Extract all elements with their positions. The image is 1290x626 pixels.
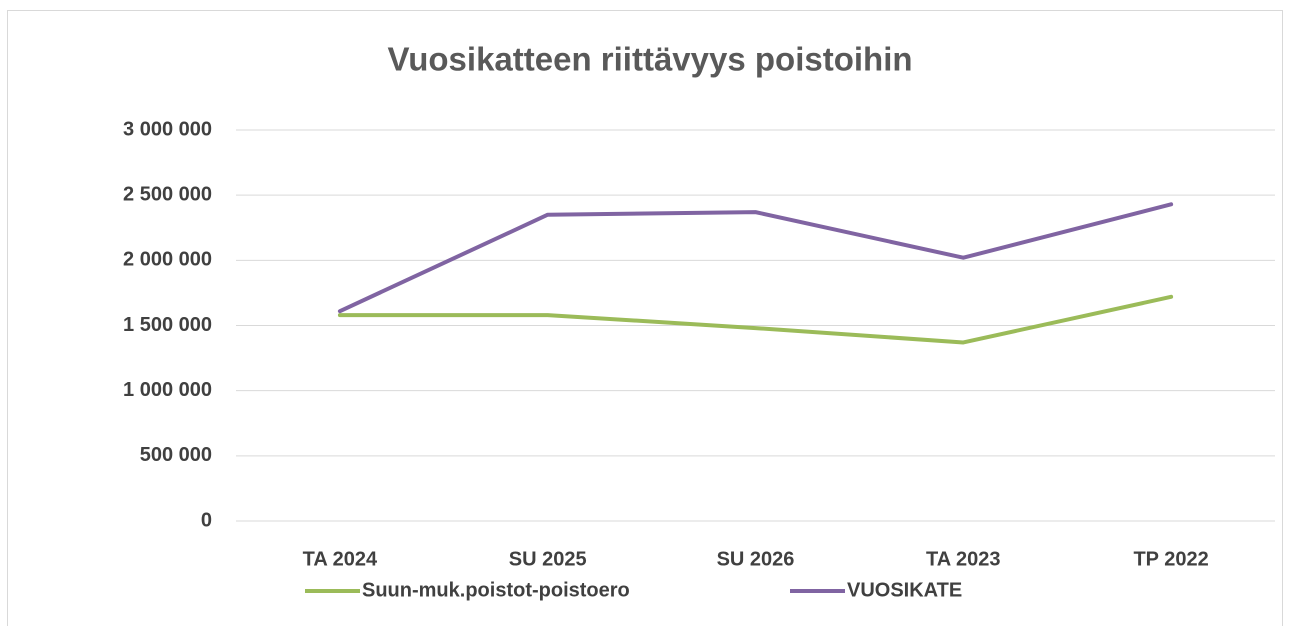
y-tick-label: 500 000 (140, 444, 212, 466)
x-tick-label: SU 2026 (717, 548, 795, 570)
y-tick-label: 0 (201, 509, 212, 531)
y-tick-label: 2 000 000 (123, 249, 212, 271)
y-tick-label: 1 500 000 (123, 314, 212, 336)
series-line (337, 294, 1174, 345)
x-tick-label: TA 2024 (303, 548, 378, 570)
y-tick-label: 2 500 000 (123, 183, 212, 205)
x-tick-label: TA 2023 (926, 548, 1000, 570)
chart-title: Vuosikatteen riittävyys poistoihin (387, 41, 912, 78)
x-tick-label: SU 2025 (509, 548, 587, 570)
x-tick-label: TP 2022 (1133, 548, 1208, 570)
chart-border (7, 10, 1283, 626)
y-tick-label: 3 000 000 (123, 118, 212, 140)
series-line (337, 202, 1174, 314)
y-tick-label: 1 000 000 (123, 379, 212, 401)
legend-label: Suun-muk.poistot-poistoero (362, 579, 630, 601)
legend-label: VUOSIKATE (847, 579, 962, 601)
